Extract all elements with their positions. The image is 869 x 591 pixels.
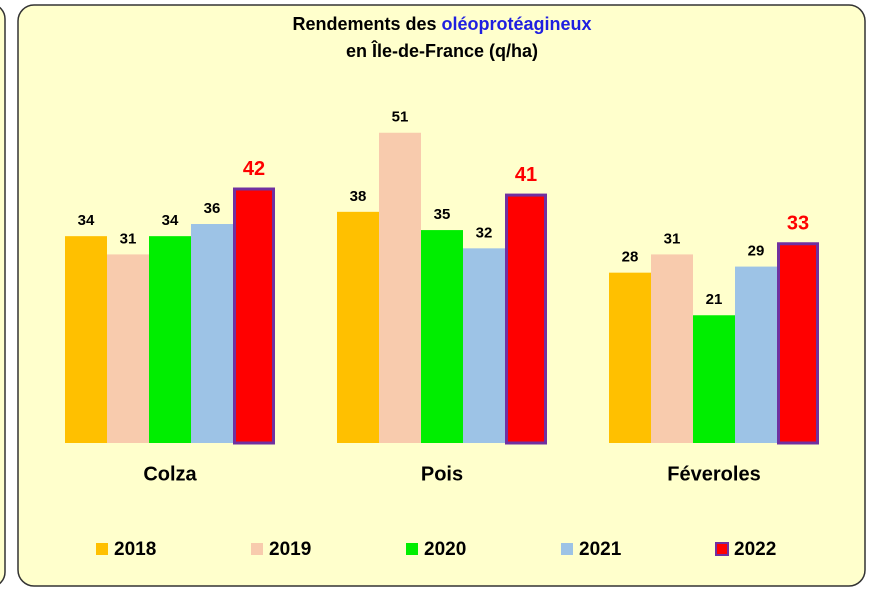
- bar: [735, 266, 777, 443]
- data-label: 31: [664, 230, 681, 247]
- bar: [379, 132, 421, 443]
- x-tick-label: Pois: [421, 463, 463, 485]
- bar: [233, 187, 275, 445]
- data-label: 42: [243, 158, 265, 180]
- data-label: 41: [515, 164, 537, 186]
- title-highlight: oléoprotéagineux: [442, 14, 592, 34]
- data-label: 51: [392, 109, 409, 126]
- x-tick-label: Féveroles: [667, 463, 760, 485]
- data-label: 36: [204, 200, 221, 217]
- data-label: 34: [162, 212, 179, 229]
- bar: [651, 254, 693, 443]
- legend-swatch: [715, 542, 729, 556]
- data-label: 33: [787, 213, 809, 235]
- bar: [777, 242, 819, 445]
- data-label: 34: [78, 212, 95, 229]
- data-label: 29: [748, 243, 765, 260]
- bar: [421, 230, 463, 443]
- legend-label: 2022: [734, 539, 776, 560]
- legend-label: 2021: [579, 539, 622, 560]
- data-label: 28: [622, 249, 639, 266]
- legend-label: 2020: [424, 539, 466, 560]
- data-label: 35: [434, 206, 451, 223]
- legend-label: 2018: [114, 539, 156, 560]
- bar: [693, 315, 735, 443]
- x-tick-label: Colza: [143, 463, 197, 485]
- bar: [337, 211, 379, 443]
- legend-label: 2019: [269, 539, 311, 560]
- chart-title: Rendements des oléoprotéagineux: [292, 14, 591, 34]
- bar: [191, 224, 233, 443]
- legend-swatch: [561, 543, 573, 555]
- data-label: 31: [120, 230, 137, 247]
- chart-subtitle: en Île-de-France (q/ha): [346, 40, 538, 61]
- legend-swatch: [251, 543, 263, 555]
- bar: [149, 236, 191, 443]
- legend-swatch: [406, 543, 418, 555]
- bar: [505, 193, 547, 445]
- bar: [65, 236, 107, 443]
- data-label: 21: [706, 291, 723, 308]
- bar: [463, 248, 505, 443]
- data-label: 38: [350, 188, 367, 205]
- neighbor-panel: [0, 6, 6, 585]
- bar: [107, 254, 149, 443]
- title-text: Rendements des: [292, 14, 436, 34]
- bar: [609, 272, 651, 443]
- legend-swatch: [96, 543, 108, 555]
- data-label: 32: [476, 224, 493, 241]
